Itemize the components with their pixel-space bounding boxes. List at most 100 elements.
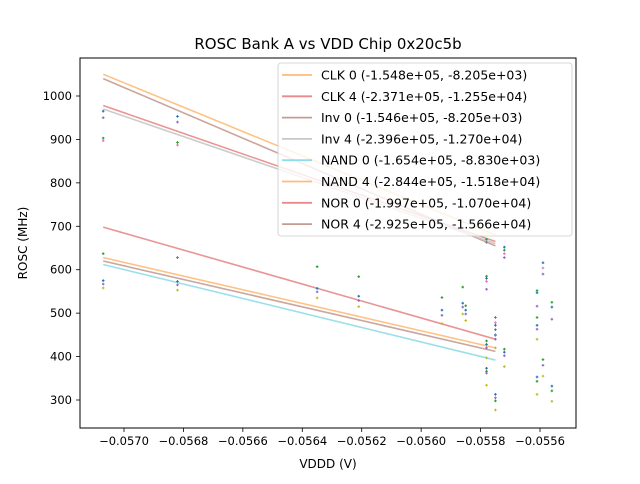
data-point [440, 322, 444, 325]
legend-entry: CLK 4 (-2.371e+05, -1.255e+04) [282, 89, 527, 104]
data-point [494, 396, 497, 400]
data-point [503, 350, 506, 354]
data-point [535, 380, 539, 383]
data-point [176, 141, 179, 144]
data-point [461, 285, 465, 289]
data-point [541, 261, 545, 265]
data-point [315, 290, 319, 294]
data-point [503, 252, 506, 255]
x-tick-label: −0.0564 [277, 434, 327, 448]
data-point [541, 374, 545, 378]
legend-label: Inv 0 (-1.546e+05, -8.205e+03) [321, 110, 522, 125]
data-point [461, 305, 465, 309]
fit-line [102, 226, 496, 340]
data-point [101, 279, 105, 282]
data-point [535, 304, 539, 308]
data-point [494, 321, 497, 324]
fit-line [103, 263, 496, 361]
data-point [176, 283, 179, 287]
legend-entry: NOR 4 (-2.925e+05, -1.566e+04) [282, 217, 531, 232]
data-point [503, 354, 506, 358]
data-point [485, 383, 488, 387]
data-point [535, 337, 539, 341]
data-point [101, 116, 105, 120]
data-point [550, 317, 554, 321]
data-point [494, 337, 497, 341]
data-point [503, 245, 506, 249]
legend-label: NAND 0 (-1.654e+05, -8.830e+03) [321, 153, 540, 168]
data-point [535, 393, 539, 396]
data-point [464, 308, 468, 312]
data-point [315, 265, 319, 268]
plot-area [101, 73, 554, 412]
y-tick-label: 900 [50, 132, 72, 146]
legend-label: NOR 0 (-1.997e+05, -1.070e+04) [321, 195, 531, 210]
data-point [357, 275, 361, 278]
y-axis: 300 400 500 600 700 800 900 1000 [43, 89, 80, 407]
data-point [550, 305, 554, 309]
fit-line [103, 260, 496, 353]
data-point [535, 327, 539, 331]
data-point [461, 301, 465, 305]
legend-label: Inv 4 (-2.396e+05, -1.270e+04) [321, 131, 522, 146]
data-point [541, 358, 545, 361]
legend-entry: Inv 4 (-2.396e+05, -1.270e+04) [282, 131, 522, 146]
data-point [550, 389, 554, 393]
data-point [176, 256, 179, 259]
data-point [494, 393, 497, 396]
legend-entry: CLK 0 (-1.548e+05, -8.205e+03) [282, 68, 527, 83]
legend-entry: NAND 4 (-2.844e+05, -1.518e+04) [282, 174, 540, 189]
data-point [550, 384, 554, 388]
data-point [535, 291, 539, 295]
data-point [494, 408, 497, 412]
y-tick-label: 600 [50, 263, 72, 277]
legend-entry: Inv 0 (-1.546e+05, -8.205e+03) [282, 110, 522, 125]
data-point [485, 366, 488, 370]
fit-line [103, 256, 496, 349]
data-point [461, 312, 465, 316]
data-point [101, 139, 105, 143]
data-point [535, 316, 539, 319]
data-point [176, 143, 179, 147]
legend-label: CLK 4 (-2.371e+05, -1.255e+04) [321, 89, 527, 104]
data-point [464, 312, 468, 316]
data-point [176, 288, 179, 292]
data-point [535, 324, 539, 327]
data-point [503, 248, 506, 252]
x-axis-label: VDDD (V) [299, 457, 356, 471]
data-point [176, 120, 179, 124]
x-axis: −0.0570 −0.0568 −0.0566 −0.0564 −0.0562 −0.05… [99, 428, 565, 448]
data-point [541, 363, 545, 367]
data-point [494, 316, 497, 319]
legend-label: NOR 4 (-2.925e+05, -1.566e+04) [321, 217, 531, 232]
data-point [357, 294, 361, 298]
data-point [535, 375, 539, 379]
data-point [357, 299, 361, 302]
chart-title: ROSC Bank A vs VDD Chip 0x20c5b [194, 35, 461, 53]
data-point [550, 400, 554, 403]
data-point [485, 346, 488, 350]
data-point [101, 109, 105, 113]
data-point [535, 289, 539, 292]
legend-label: NAND 4 (-2.844e+05, -1.518e+04) [321, 174, 540, 189]
data-point [357, 305, 361, 308]
y-tick-label: 400 [50, 350, 72, 364]
data-point [176, 280, 179, 283]
data-point [315, 296, 319, 300]
data-point [541, 266, 545, 270]
legend-entry: NOR 0 (-1.997e+05, -1.070e+04) [282, 195, 531, 210]
data-point [440, 314, 444, 317]
data-point [541, 272, 545, 276]
data-point [464, 304, 468, 308]
data-point [503, 365, 506, 368]
data-point [101, 136, 105, 140]
data-point [485, 238, 488, 241]
data-point [315, 287, 319, 290]
data-point [485, 356, 488, 360]
x-tick-label: −0.0568 [158, 434, 208, 448]
legend-label: CLK 0 (-1.548e+05, -8.205e+03) [321, 68, 527, 83]
data-point [485, 280, 488, 283]
y-tick-label: 1000 [43, 89, 72, 103]
